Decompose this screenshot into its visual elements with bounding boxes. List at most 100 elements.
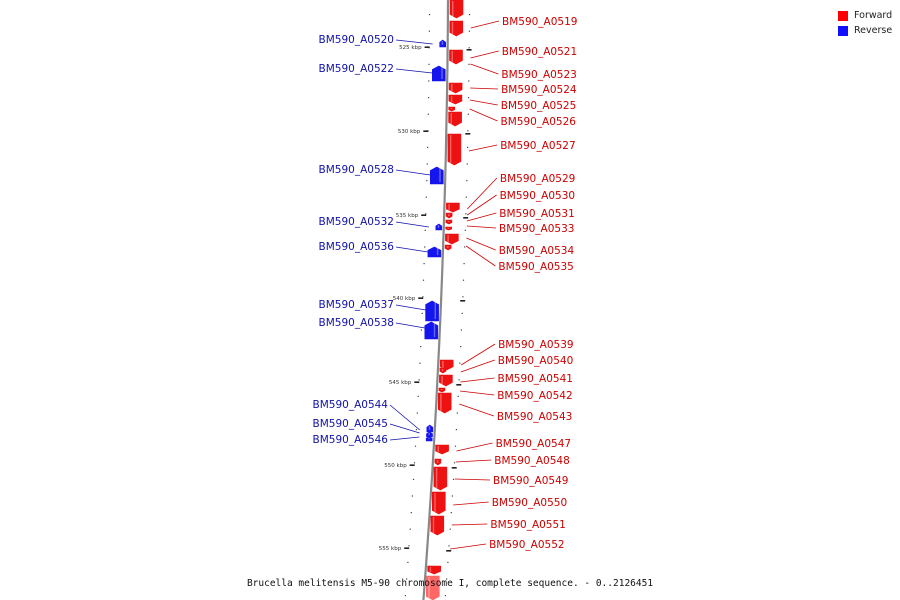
minor-tick — [444, 595, 446, 597]
minor-tick — [453, 462, 456, 464]
reverse-gene-label[interactable]: BM590_A0522 — [319, 63, 394, 75]
forward-gene-label[interactable]: BM590_A0535 — [498, 261, 573, 273]
forward-gene-feature[interactable] — [449, 0, 464, 19]
minor-tick — [454, 445, 457, 447]
minor-tick — [468, 63, 470, 65]
forward-gene-label[interactable]: BM590_A0529 — [500, 173, 575, 185]
reverse-gene-label[interactable]: BM590_A0520 — [319, 34, 394, 46]
forward-gene-feature[interactable] — [448, 106, 456, 112]
forward-swatch — [838, 10, 848, 21]
forward-gene-label[interactable]: BM590_A0540 — [498, 355, 573, 367]
forward-gene-feature[interactable] — [445, 226, 453, 231]
reverse-gene-label[interactable]: BM590_A0532 — [319, 216, 394, 228]
feature-highlight — [435, 468, 438, 488]
forward-gene-feature[interactable] — [438, 387, 446, 393]
forward-gene-feature[interactable] — [448, 82, 463, 94]
forward-gene-feature[interactable] — [439, 374, 453, 387]
forward-gene-label[interactable]: BM590_A0551 — [490, 519, 565, 531]
major-tick — [423, 130, 429, 132]
forward-gene-label[interactable]: BM590_A0524 — [501, 84, 577, 96]
forward-gene-label[interactable]: BM590_A0533 — [499, 223, 574, 235]
forward-gene-label[interactable]: BM590_A0530 — [500, 190, 575, 202]
reverse-gene-label[interactable]: BM590_A0544 — [313, 399, 389, 411]
forward-gene-feature[interactable] — [445, 219, 453, 225]
forward-gene-label[interactable]: BM590_A0521 — [502, 46, 577, 58]
feature-highlight — [437, 225, 440, 228]
minor-tick — [415, 429, 417, 431]
feature-highlight — [439, 168, 441, 182]
label-leader-line — [395, 246, 428, 253]
forward-gene-label[interactable]: BM590_A0549 — [493, 475, 568, 487]
reverse-gene-label[interactable]: BM590_A0538 — [319, 317, 394, 329]
forward-gene-feature[interactable] — [445, 212, 453, 219]
major-tick — [424, 46, 430, 48]
minor-tick — [458, 379, 460, 381]
feature-highlight — [450, 108, 453, 109]
forward-gene-label[interactable]: BM590_A0550 — [492, 497, 567, 509]
forward-gene-feature[interactable] — [448, 111, 462, 127]
forward-gene-feature[interactable] — [448, 94, 463, 105]
forward-gene-feature[interactable] — [445, 233, 459, 245]
minor-tick — [461, 312, 463, 314]
feature-highlight — [428, 426, 431, 430]
major-tick — [421, 214, 427, 216]
minor-tick — [428, 80, 430, 82]
forward-gene-feature[interactable] — [434, 458, 442, 466]
forward-gene-feature[interactable] — [437, 392, 452, 414]
reverse-gene-label[interactable]: BM590_A0546 — [313, 434, 389, 446]
forward-gene-label[interactable]: BM590_A0527 — [500, 140, 575, 152]
feature-highlight — [447, 235, 449, 242]
minor-tick — [427, 146, 429, 148]
major-tick — [414, 381, 420, 383]
reverse-gene-feature[interactable] — [439, 39, 447, 48]
forward-gene-feature[interactable] — [427, 565, 442, 575]
label-leader-line — [451, 523, 488, 526]
forward-gene-feature[interactable] — [435, 444, 449, 455]
reverse-gene-feature[interactable] — [429, 166, 444, 185]
reverse-gene-feature[interactable] — [425, 300, 439, 322]
forward-gene-label[interactable]: BM590_A0548 — [494, 455, 569, 467]
reverse-gene-feature[interactable] — [424, 321, 439, 340]
forward-gene-feature[interactable] — [449, 49, 463, 65]
forward-gene-feature[interactable] — [447, 133, 462, 166]
minor-tick — [466, 180, 468, 182]
forward-gene-feature[interactable] — [430, 515, 445, 536]
forward-gene-feature[interactable] — [439, 359, 454, 371]
forward-gene-feature[interactable] — [444, 244, 452, 251]
feature-highlight — [450, 96, 453, 102]
forward-gene-feature[interactable] — [449, 20, 464, 37]
minor-tick — [412, 478, 415, 480]
forward-gene-feature[interactable] — [431, 491, 446, 515]
forward-gene-label[interactable]: BM590_A0523 — [501, 69, 576, 81]
forward-gene-label[interactable]: BM590_A0541 — [498, 373, 573, 385]
forward-gene-feature[interactable] — [439, 367, 447, 374]
forward-gene-label[interactable]: BM590_A0526 — [501, 116, 577, 128]
minor-tick — [468, 47, 470, 49]
reverse-gene-label[interactable]: BM590_A0536 — [319, 241, 395, 253]
forward-gene-label[interactable]: BM590_A0534 — [499, 245, 575, 257]
reverse-gene-feature[interactable] — [431, 65, 446, 82]
reverse-gene-feature[interactable] — [427, 246, 442, 258]
reverse-gene-label[interactable]: BM590_A0545 — [313, 418, 388, 430]
reverse-gene-feature[interactable] — [426, 424, 434, 433]
label-leader-line — [468, 144, 498, 152]
forward-gene-feature[interactable] — [433, 466, 448, 491]
forward-gene-label[interactable]: BM590_A0547 — [496, 438, 571, 450]
forward-gene-label[interactable]: BM590_A0531 — [499, 208, 574, 220]
minor-tick — [428, 63, 430, 65]
reverse-gene-feature[interactable] — [435, 223, 443, 231]
forward-gene-label[interactable]: BM590_A0542 — [497, 390, 572, 402]
forward-gene-label[interactable]: BM590_A0525 — [501, 100, 576, 112]
reverse-gene-feature[interactable] — [425, 436, 433, 442]
forward-gene-label[interactable]: BM590_A0539 — [498, 339, 573, 351]
forward-gene-feature[interactable] — [446, 202, 460, 213]
forward-gene-label[interactable]: BM590_A0519 — [502, 16, 577, 28]
forward-gene-label[interactable]: BM590_A0552 — [489, 539, 564, 551]
reverse-gene-label[interactable]: BM590_A0528 — [319, 164, 394, 176]
forward-gene-feature[interactable] — [425, 575, 440, 600]
minor-tick — [457, 395, 459, 397]
reverse-gene-label[interactable]: BM590_A0537 — [319, 299, 394, 311]
forward-gene-label[interactable]: BM590_A0543 — [497, 411, 572, 423]
reverse-gene-feature[interactable] — [426, 431, 433, 438]
